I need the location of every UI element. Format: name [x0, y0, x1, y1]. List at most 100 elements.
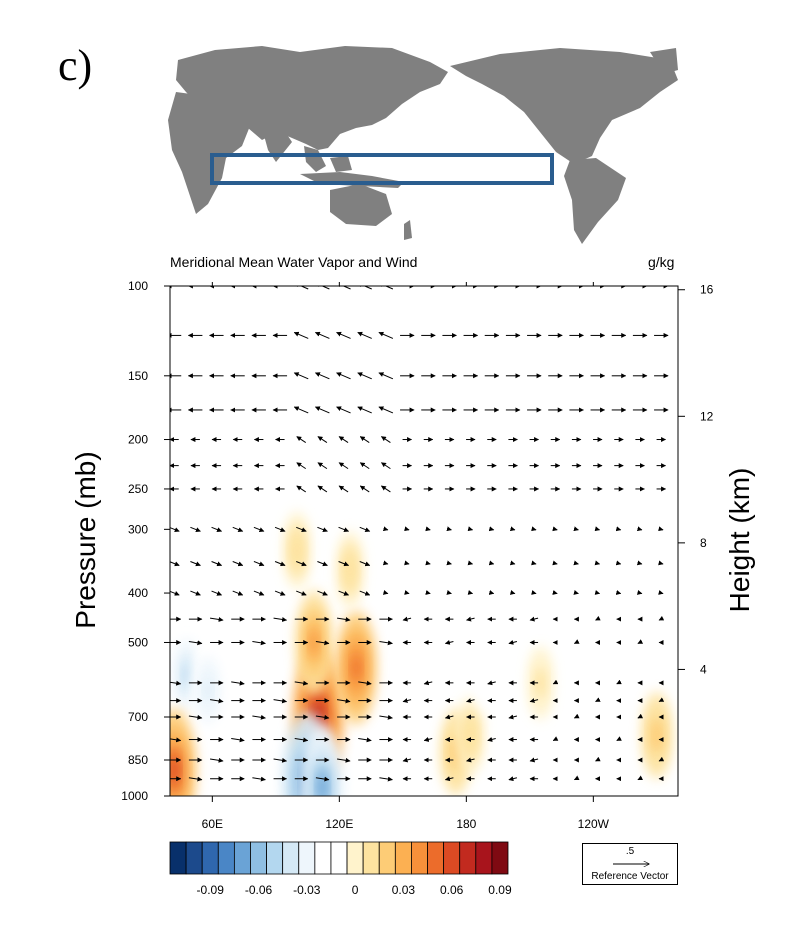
wind-vector [338, 436, 349, 443]
wind-vector [509, 560, 516, 566]
moisture-blob-8-layer-3 [467, 727, 474, 744]
wind-vector [314, 286, 330, 290]
y-tick-label: 100 [128, 279, 148, 293]
wind-vector [509, 590, 516, 595]
wind-vector [209, 698, 224, 704]
wind-vector [425, 560, 431, 566]
wind-vector [615, 560, 622, 566]
landmass-india [262, 128, 292, 162]
wind-vector [552, 590, 558, 595]
wind-vector [336, 757, 351, 763]
wind-vector [488, 560, 495, 566]
colorbar-cell [298, 841, 316, 875]
wind-vector [378, 331, 394, 339]
wind-vector [552, 560, 558, 566]
wind-vector [338, 485, 349, 493]
wind-vector [595, 756, 601, 762]
wind-vector [231, 737, 245, 743]
wind-vector [317, 462, 328, 470]
wind-vector [658, 756, 665, 762]
x-axis: 60E 120E 180 120W [202, 282, 610, 831]
reference-vector-box: .5 Reference Vector [582, 843, 678, 885]
wind-vector [467, 526, 474, 532]
wind-vector [531, 560, 537, 566]
wind-vector [338, 561, 350, 567]
moisture-blob-4-layer-3 [352, 656, 361, 679]
wind-vector [336, 616, 351, 622]
wind-vector [231, 680, 245, 686]
wind-vector [317, 561, 328, 567]
colorbar-cell [250, 841, 267, 875]
wind-vector [380, 462, 391, 470]
colorbar-cell [266, 841, 284, 875]
wind-vector [379, 640, 393, 646]
colorbar-label: 0.09 [488, 883, 512, 897]
x-tick-label: 60E [202, 817, 223, 831]
wind-vector [615, 590, 622, 595]
landmass-africa [168, 92, 250, 214]
moisture-blob-3-layer-3 [310, 631, 318, 653]
wind-vector [293, 406, 309, 414]
wind-vector [487, 680, 496, 686]
wind-vector [573, 526, 579, 532]
wind-vector [209, 616, 224, 622]
wind-vector [357, 286, 372, 290]
wind-vector [359, 590, 371, 596]
y-tick-label: 1000 [121, 789, 148, 803]
region-box [210, 153, 554, 185]
wind-vector [658, 526, 664, 532]
wind-vector [296, 526, 307, 532]
colorbar-label: 0.03 [392, 883, 416, 897]
wind-vector [509, 526, 516, 532]
wind-vector [358, 680, 372, 686]
wind-vector [552, 736, 559, 741]
wind-vector [314, 331, 330, 339]
colorbar-cell [217, 841, 235, 875]
wind-vectors [170, 286, 669, 782]
wind-vector [296, 561, 307, 567]
wind-vector [444, 639, 454, 645]
wind-vector [467, 590, 474, 595]
wind-vector [338, 462, 349, 470]
colorbar-cell [233, 841, 251, 875]
wind-vector [252, 640, 266, 646]
wind-vector [336, 286, 351, 290]
y-axis-left: 100 150 200 250 300 400 500 700 850 1000 [121, 279, 170, 803]
colorbar-cell [394, 841, 412, 875]
wind-vector [636, 526, 643, 532]
wind-vector [382, 526, 389, 532]
wind-vector [211, 526, 223, 532]
wind-vector [274, 561, 286, 567]
wind-vector [296, 436, 307, 443]
wind-vector [378, 406, 394, 414]
y-tick-label: 500 [128, 635, 148, 649]
wind-vector [404, 526, 410, 532]
wind-vector [573, 713, 580, 719]
wind-vector [336, 372, 351, 380]
moisture-blob-11-layer-3 [484, 667, 491, 683]
wind-vector [488, 526, 495, 532]
height-tick-label: 12 [700, 409, 714, 423]
wind-vector [336, 698, 351, 704]
wind-vector [446, 560, 452, 566]
wind-vector [274, 590, 286, 596]
moisture-blob-5-layer-3 [294, 542, 300, 559]
wind-vector [595, 615, 601, 621]
height-tick-label: 16 [700, 283, 714, 297]
wind-vector [294, 737, 309, 743]
wind-vector [317, 436, 328, 443]
y-tick-label: 150 [128, 369, 148, 383]
y-axis-right: 16 12 8 4 [678, 283, 714, 676]
wind-vector [314, 406, 330, 414]
x-tick-label: 120W [578, 817, 610, 831]
wind-vector [358, 737, 372, 743]
wind-vector [211, 590, 223, 596]
wind-vector [317, 526, 328, 532]
wind-vector [658, 615, 665, 621]
wind-vector [637, 713, 644, 719]
wind-vector [170, 680, 182, 686]
wind-vector [359, 485, 370, 493]
colorbar-cell [459, 841, 477, 875]
wind-vector [190, 590, 201, 596]
